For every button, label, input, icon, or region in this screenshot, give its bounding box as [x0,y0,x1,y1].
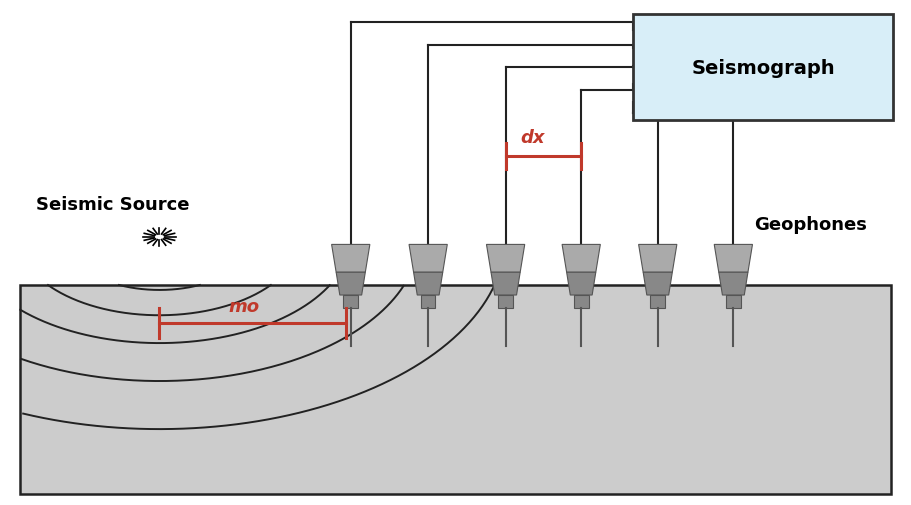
Text: dx: dx [521,128,545,146]
Bar [633,15,893,121]
Text: Geophones: Geophones [754,216,867,234]
Text: Seismic Source: Seismic Source [36,195,189,214]
Text: Seismograph: Seismograph [691,59,834,78]
Polygon shape [421,295,435,308]
Polygon shape [343,295,358,308]
Polygon shape [574,295,589,308]
Polygon shape [491,273,520,295]
Polygon shape [719,273,748,295]
Bar [20,285,891,494]
Polygon shape [409,245,447,273]
Polygon shape [643,273,672,295]
Polygon shape [562,245,600,273]
Polygon shape [639,245,677,273]
Polygon shape [726,295,741,308]
Text: mo: mo [229,297,260,316]
Polygon shape [414,273,443,295]
Polygon shape [336,273,365,295]
Polygon shape [714,245,752,273]
Polygon shape [498,295,513,308]
Polygon shape [650,295,665,308]
Polygon shape [332,245,370,273]
Polygon shape [567,273,596,295]
Polygon shape [486,245,525,273]
